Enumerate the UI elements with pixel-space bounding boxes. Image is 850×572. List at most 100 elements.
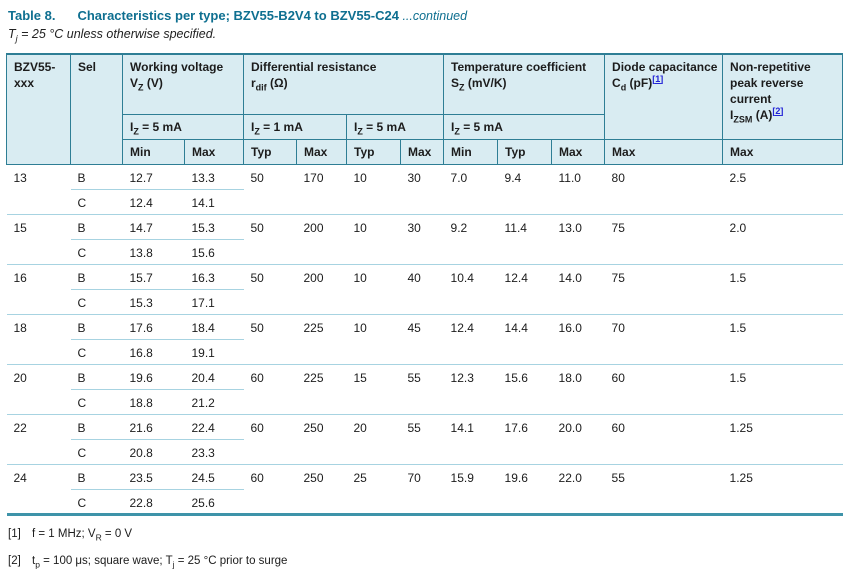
row-15-B: 15 B 14.7 15.3 50 200 10 30 9.2 11.4 13.0 75 2.0 [6,214,843,265]
row-15-C: C 13.8 15.6 [7,240,843,265]
table-header: BZV55- xxx Sel Working voltage VZ (V) Di… [6,52,844,165]
header-condition-sz: IZ = 5 mA [443,114,606,140]
table-title-text: Characteristics per type; BZV55-B2V4 to … [77,8,399,23]
cell-izsm-max: 1.5 [722,314,843,365]
footnote-2-text: tp = 100 μs; square wave; Tj = 25 °C pri… [32,555,288,570]
cell-rdif1-typ: 60 [243,364,297,415]
cell-sz-min: 14.1 [443,414,498,465]
cell-vz-max: 19.1 [191,346,215,360]
cell-vz-min: 22.8 [129,496,153,510]
cell-rdif5-max: 45 [400,314,444,365]
cell-izsm-max: 1.25 [722,464,843,515]
table-number: Table 8. [8,8,56,23]
row-24-B: 24 B 23.5 24.5 60 250 25 70 15.9 19.6 22.0 55 1.25 [6,464,843,515]
cell-cd-max: 75 [604,264,723,315]
cell-sel: B [70,364,123,390]
cell-vz-min: 21.6 [122,414,185,440]
cell-type: 13 [13,171,27,185]
cell-sel: C [77,396,87,410]
header-izsm: Non-repetitive peak reverse current IZSM… [722,52,844,140]
cell-rdif1-max: 170 [303,171,324,185]
cell-sz-typ: 17.6 [497,414,552,465]
cell-vz-max: 15.3 [184,214,244,240]
cell-vz-min: 17.6 [122,314,185,340]
cell-type: 18 [6,314,71,365]
cell-vz-max: 17.1 [191,296,215,310]
footnote-ref-2[interactable]: [2] [772,105,784,116]
cell-rdif1-max: 225 [296,364,347,415]
table-continued-note: ...continued [398,9,468,23]
table-conditions-note: Tj = 25 °C unless otherwise specified. [8,27,217,44]
cell-sel: B [70,414,123,440]
cell-izsm-max: 1.25 [722,414,843,465]
header-measure-min: Min [443,139,499,165]
cell-cd-max: 80 [611,171,625,185]
cell-cd-max: 70 [604,314,723,365]
cell-sz-max: 22.0 [551,464,605,515]
footnote-ref-1[interactable]: [1] [652,73,664,84]
cell-sz-max: 14.0 [551,264,605,315]
cell-vz-min: 15.7 [122,264,185,290]
cell-vz-min: 23.5 [122,464,185,490]
cell-vz-max: 25.6 [191,496,215,510]
header-measure-max: Max [551,139,606,165]
cell-sz-min: 10.4 [443,264,498,315]
cell-rdif1-typ: 50 [243,314,297,365]
cell-rdif1-typ: 60 [243,414,297,465]
cell-cd-max: 60 [604,414,723,465]
cell-rdif5-typ: 15 [346,364,401,415]
cell-sz-max: 11.0 [558,171,581,185]
cell-vz-min: 16.8 [129,346,153,360]
header-measure-max: Max [296,139,347,165]
symbol-cd: Cd (pF)[1] [612,73,664,92]
cell-sz-typ: 14.4 [497,314,552,365]
cell-izsm-max: 2.5 [729,171,747,185]
cell-vz-max: 16.3 [184,264,244,290]
cell-vz-max: 18.4 [184,314,244,340]
cell-vz-min: 12.4 [129,196,153,210]
header-measure-max: Max [184,139,244,165]
cell-vz-min: 14.7 [122,214,185,240]
footnote-2: [2] tp = 100 μs; square wave; Tj = 25 °C… [8,554,850,571]
cell-vz-min: 15.3 [129,296,153,310]
cell-sel: B [70,314,123,340]
cell-rdif5-max: 55 [400,364,444,415]
row-18-B: 18 B 17.6 18.4 50 225 10 45 12.4 14.4 16.0 70 1.5 [6,314,843,365]
symbol-izsm: IZSM (A)[2] [730,105,784,124]
symbol-rdif: rdif (Ω) [251,75,288,92]
cell-vz-max: 21.2 [191,396,215,410]
footnote-1-marker: [1] [8,528,21,540]
cell-sz-typ: 15.6 [497,364,552,415]
cell-vz-max: 20.4 [184,364,244,390]
cell-vz-max: 23.3 [191,446,215,460]
header-measure-max: Max [399,139,445,165]
cell-izsm-max: 2.0 [722,214,843,265]
cell-sz-typ: 11.4 [497,214,552,265]
cell-vz-min: 20.8 [129,446,153,460]
cell-rdif5-typ: 10 [346,214,401,265]
cell-rdif1-typ: 50 [250,171,264,185]
header-measure-typ: Typ [497,139,553,165]
cell-sel: C [77,296,87,310]
header-sel: Sel [70,52,123,165]
cell-izsm-max: 1.5 [722,364,843,415]
cell-vz-min: 18.8 [129,396,153,410]
cell-rdif5-max: 55 [400,414,444,465]
row-18-C: C 16.8 19.1 [7,340,843,365]
cell-rdif5-max: 70 [400,464,444,515]
row-22-C: C 20.8 23.3 [7,440,843,465]
cell-rdif5-max: 40 [400,264,444,315]
table-body: 13 B 12.7 13.3 50 170 10 30 7.0 9.4 11.0 80 2.5 C 12.4… [6,164,843,515]
header-measure-max: Max [722,139,844,165]
cell-sel: C [77,346,87,360]
header-type: BZV55- xxx [6,52,71,165]
cell-cd-max: 75 [604,214,723,265]
cell-rdif5-typ: 10 [353,171,367,185]
header-measure-typ: Typ [243,139,297,165]
cell-izsm-max: 1.5 [722,264,843,315]
cell-sz-typ: 19.6 [497,464,552,515]
cell-vz-max: 22.4 [184,414,244,440]
row-13-C: C 12.4 14.1 [7,190,843,215]
cell-type: 22 [6,414,71,465]
cell-vz-max: 24.5 [184,464,244,490]
